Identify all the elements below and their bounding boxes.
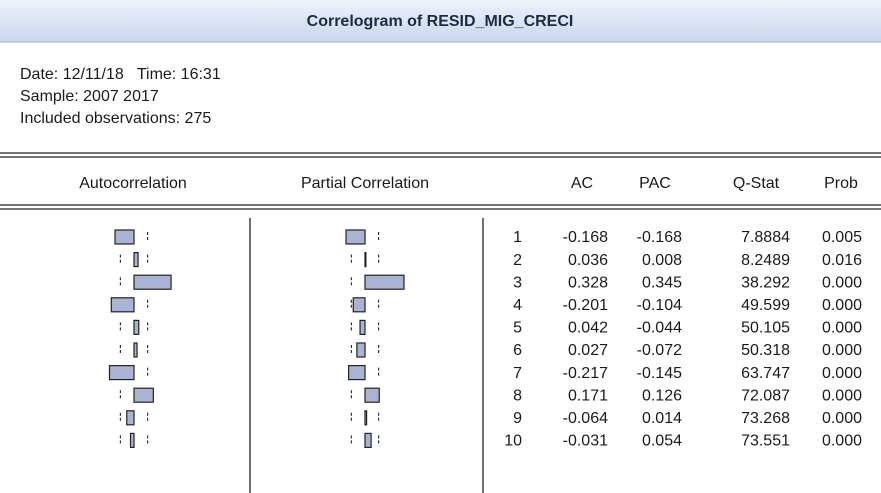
cell-q: 63.747	[741, 365, 790, 382]
cell-q: 50.318	[741, 342, 790, 359]
cell-q: 8.2489	[741, 252, 790, 269]
cell-lag: 8	[513, 387, 522, 404]
cell-q: 7.8884	[741, 229, 790, 246]
cell-prob: 0.000	[822, 320, 862, 337]
cell-prob: 0.005	[822, 229, 862, 246]
ac-bar	[133, 274, 172, 290]
cell-q: 72.087	[741, 387, 790, 404]
cell-prob: 0.016	[822, 252, 862, 269]
pac-bar	[364, 410, 368, 426]
ac-bar	[126, 410, 135, 426]
cell-ac: 0.036	[568, 252, 608, 269]
info-line: Sample: 2007 2017	[20, 88, 159, 105]
ac-bar	[133, 342, 138, 358]
ac-bar	[133, 252, 139, 268]
pac-bar	[356, 342, 366, 358]
column-header: Partial Correlation	[301, 175, 429, 192]
cell-prob: 0.000	[822, 274, 862, 291]
cell-q: 73.551	[741, 433, 790, 450]
cell-pac: -0.104	[637, 297, 682, 314]
column-header: Prob	[824, 175, 858, 192]
ac-bar	[108, 365, 135, 381]
cell-ac: 0.171	[568, 387, 608, 404]
cell-lag: 10	[504, 433, 522, 450]
pac-bar	[364, 274, 405, 290]
info-line: Included observations: 275	[20, 110, 211, 127]
cell-q: 50.105	[741, 320, 790, 337]
cell-lag: 5	[513, 320, 522, 337]
ac-bar	[110, 297, 135, 313]
cell-pac: 0.345	[642, 274, 682, 291]
cell-ac: -0.168	[563, 229, 608, 246]
cell-lag: 2	[513, 252, 522, 269]
column-header: Q-Stat	[733, 175, 780, 192]
cell-pac: 0.126	[642, 387, 682, 404]
ac-bar	[129, 432, 135, 448]
cell-pac: 0.008	[642, 252, 682, 269]
cell-lag: 3	[513, 274, 522, 291]
cell-prob: 0.000	[822, 342, 862, 359]
cell-prob: 0.000	[822, 365, 862, 382]
cell-ac: -0.201	[563, 297, 608, 314]
cell-q: 73.268	[741, 410, 790, 427]
info-line: Date: 12/11/18 Time: 16:31	[20, 66, 221, 83]
cell-ac: -0.217	[563, 365, 608, 382]
cell-lag: 7	[513, 365, 522, 382]
cell-lag: 4	[513, 297, 522, 314]
cell-prob: 0.000	[822, 387, 862, 404]
ac-bar	[133, 387, 154, 403]
cell-lag: 1	[513, 229, 522, 246]
cell-lag: 9	[513, 410, 522, 427]
window-title: Correlogram of RESID_MIG_CRECI	[307, 13, 574, 30]
pac-bar	[345, 229, 366, 245]
cell-prob: 0.000	[822, 410, 862, 427]
ac-bar	[114, 229, 135, 245]
cell-prob: 0.000	[822, 297, 862, 314]
pac-bar	[352, 297, 366, 313]
pac-bar	[364, 432, 372, 448]
cell-pac: -0.145	[637, 365, 682, 382]
cell-pac: 0.014	[642, 410, 682, 427]
cell-pac: -0.168	[637, 229, 682, 246]
pac-bar	[348, 365, 366, 381]
ac-bar	[133, 319, 140, 335]
column-header: AC	[571, 175, 593, 192]
pac-bar	[364, 387, 380, 403]
cell-ac: 0.027	[568, 342, 608, 359]
cell-q: 49.599	[741, 297, 790, 314]
cell-ac: -0.031	[563, 433, 608, 450]
cell-prob: 0.000	[822, 433, 862, 450]
pac-bar	[364, 252, 367, 268]
title-bar	[0, 0, 881, 42]
cell-ac: -0.064	[563, 410, 608, 427]
cell-pac: 0.054	[642, 433, 682, 450]
column-header: Autocorrelation	[79, 175, 187, 192]
column-header: PAC	[639, 175, 671, 192]
cell-pac: -0.072	[637, 342, 682, 359]
cell-ac: 0.328	[568, 274, 608, 291]
cell-ac: 0.042	[568, 320, 608, 337]
cell-pac: -0.044	[637, 320, 682, 337]
cell-q: 38.292	[741, 274, 790, 291]
pac-bar	[359, 319, 366, 335]
cell-lag: 6	[513, 342, 522, 359]
